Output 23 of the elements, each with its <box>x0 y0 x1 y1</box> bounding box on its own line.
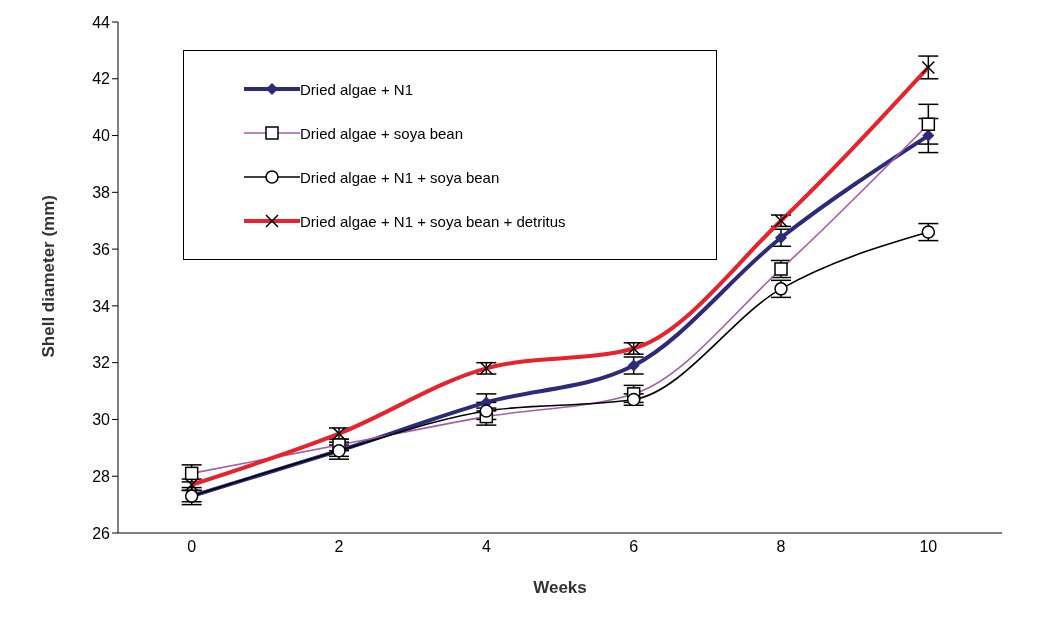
x-tick-label: 4 <box>481 538 491 556</box>
y-tick-label: 38 <box>92 184 111 202</box>
legend-label: Dried algae + N1 + soya bean <box>300 168 500 186</box>
x-axis-title: Weeks <box>533 578 587 597</box>
y-tick-label: 44 <box>92 13 111 31</box>
x-tick-label: 10 <box>919 538 938 556</box>
x-tick-label: 8 <box>776 538 786 556</box>
legend-label: Dried algae + soya bean <box>300 124 464 142</box>
y-axis-title: Shell diameter (mm) <box>39 195 59 358</box>
y-tick-label: 36 <box>92 240 111 258</box>
x-tick-label: 0 <box>187 538 197 556</box>
y-tick-label: 42 <box>92 70 111 88</box>
y-tick-label: 28 <box>92 467 111 485</box>
x-tick-label: 2 <box>334 538 344 556</box>
y-tick-label: 34 <box>92 297 111 315</box>
legend-label: Dried algae + N1 + soya bean + detritus <box>300 212 566 230</box>
legend-label: Dried algae + N1 <box>300 80 413 98</box>
y-tick-label: 30 <box>92 411 111 429</box>
y-tick-label: 32 <box>92 354 111 372</box>
point <box>626 392 641 407</box>
y-tick-label: 26 <box>92 524 111 542</box>
x-tick-label: 6 <box>629 538 639 556</box>
y-tick-label: 40 <box>92 127 111 145</box>
